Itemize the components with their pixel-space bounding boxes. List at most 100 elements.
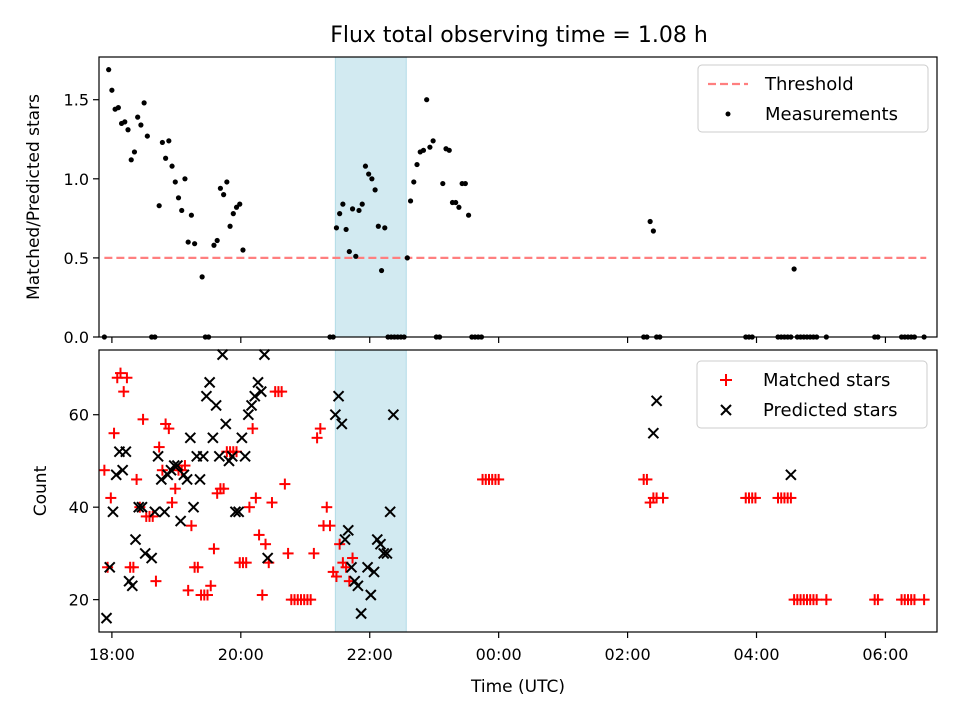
x-tick-label: 04:00 <box>733 645 779 664</box>
measurement-point <box>115 105 121 111</box>
measurement-point <box>427 144 433 150</box>
matched-star-point <box>260 538 272 550</box>
measurement-point <box>106 67 112 73</box>
matched-star-point <box>250 492 262 504</box>
measurement-point <box>446 147 452 153</box>
matched-star-point <box>305 594 317 606</box>
predicted-star-point <box>345 561 358 573</box>
measurement-point <box>224 179 230 185</box>
predicted-star-point <box>361 561 374 573</box>
measurement-point <box>175 195 182 201</box>
measurement-point <box>240 247 246 253</box>
predicted-star-point <box>110 469 122 481</box>
y-tick-label: 60 <box>69 406 89 425</box>
predicted-star-point <box>342 524 354 537</box>
predicted-star-point <box>365 589 377 601</box>
matched-star-point <box>243 501 255 513</box>
predicted-star-point <box>377 547 390 560</box>
predicted-star-point <box>261 552 274 564</box>
matched-star-point <box>166 497 178 509</box>
matched-star-point <box>308 547 320 559</box>
measurement-point <box>182 176 188 182</box>
measurement-point <box>453 199 459 206</box>
predicted-star-point <box>104 561 116 573</box>
predicted-star-point <box>249 390 261 402</box>
matched-legend-label: Matched stars <box>763 370 890 391</box>
measurement-point <box>378 267 385 274</box>
matched-star-point <box>218 483 230 495</box>
measurement-point <box>163 155 169 161</box>
predicted-star-point <box>232 506 245 518</box>
measurement-point <box>144 133 150 139</box>
matched-star-point <box>137 413 149 425</box>
highlight-span <box>334 349 407 633</box>
predicted-star-point <box>133 501 145 513</box>
predicted-star-point <box>194 473 206 486</box>
matched-star-point <box>321 501 333 513</box>
legend-box <box>696 360 928 429</box>
measurement-point <box>135 114 141 120</box>
measurement-point <box>362 163 369 169</box>
matched-star-point <box>276 386 288 398</box>
measurement-point <box>128 157 134 163</box>
predicted-star-point <box>136 501 148 513</box>
measurement-point <box>188 212 194 218</box>
x-axis-label: Time (UTC) <box>470 677 565 697</box>
measurement-point <box>375 223 381 229</box>
measurements-legend-label: Measurements <box>765 104 898 125</box>
measurement-point <box>462 180 468 187</box>
matched-star-point <box>121 372 133 384</box>
predicted-star-point <box>336 418 348 430</box>
matched-star-point <box>127 561 139 573</box>
predicted-star-point <box>245 399 258 412</box>
count-plot-y-ticks: 20 40 60 <box>69 406 99 610</box>
y-tick-label: 1.5 <box>64 91 89 110</box>
predicted-star-point <box>197 450 209 463</box>
predicted-star-point <box>785 469 797 481</box>
matched-star-point <box>192 561 204 573</box>
predicted-star-point <box>116 464 129 476</box>
measurement-point <box>465 212 472 218</box>
predicted-star-point <box>100 612 113 624</box>
measurement-point <box>333 225 340 231</box>
measurement-point <box>233 204 240 210</box>
measurement-point <box>647 218 653 225</box>
measurement-point <box>230 211 236 217</box>
y-tick-label: 0.5 <box>64 249 89 268</box>
matched-star-point <box>114 367 126 379</box>
predicted-star-point <box>368 566 380 578</box>
predicted-star-point <box>226 450 238 463</box>
matched-star-point <box>208 543 220 555</box>
predicted-star-point <box>120 445 132 458</box>
predicted-star-point <box>384 506 396 518</box>
measurement-point <box>138 122 144 128</box>
predicted-star-point <box>229 506 242 518</box>
measurement-point <box>456 204 462 210</box>
chart-title: Flux total observing time = 1.08 h <box>330 23 708 48</box>
matched-star-point <box>749 492 761 504</box>
predicted-star-point <box>252 376 264 389</box>
measurement-point <box>221 192 227 198</box>
measurement-point <box>227 223 233 229</box>
predicted-star-point <box>203 376 216 389</box>
matched-star-point <box>202 589 214 601</box>
matched-star-point <box>105 492 117 504</box>
legend-box <box>697 64 929 133</box>
predicted-star-point <box>258 348 271 361</box>
matched-star-point <box>102 561 114 573</box>
measurement-point <box>166 138 172 144</box>
matched-star-point <box>247 423 259 435</box>
matched-star-point <box>169 483 181 495</box>
ratio-plot: 0.0 0.5 1.0 1.5 Matched/Predicted stars Thr… <box>24 56 938 347</box>
measurement-point <box>192 241 198 247</box>
measurement-point <box>131 149 138 155</box>
matched-star-point <box>641 473 653 485</box>
y-tick-label: 1.0 <box>64 170 89 189</box>
predicted-star-point <box>216 348 229 361</box>
predicted-legend-label: Predicted stars <box>763 400 897 421</box>
measurement-point <box>349 206 356 212</box>
y-tick-label: 0.0 <box>64 328 89 347</box>
measurement-point <box>382 225 388 231</box>
matched-star-point <box>266 497 278 509</box>
